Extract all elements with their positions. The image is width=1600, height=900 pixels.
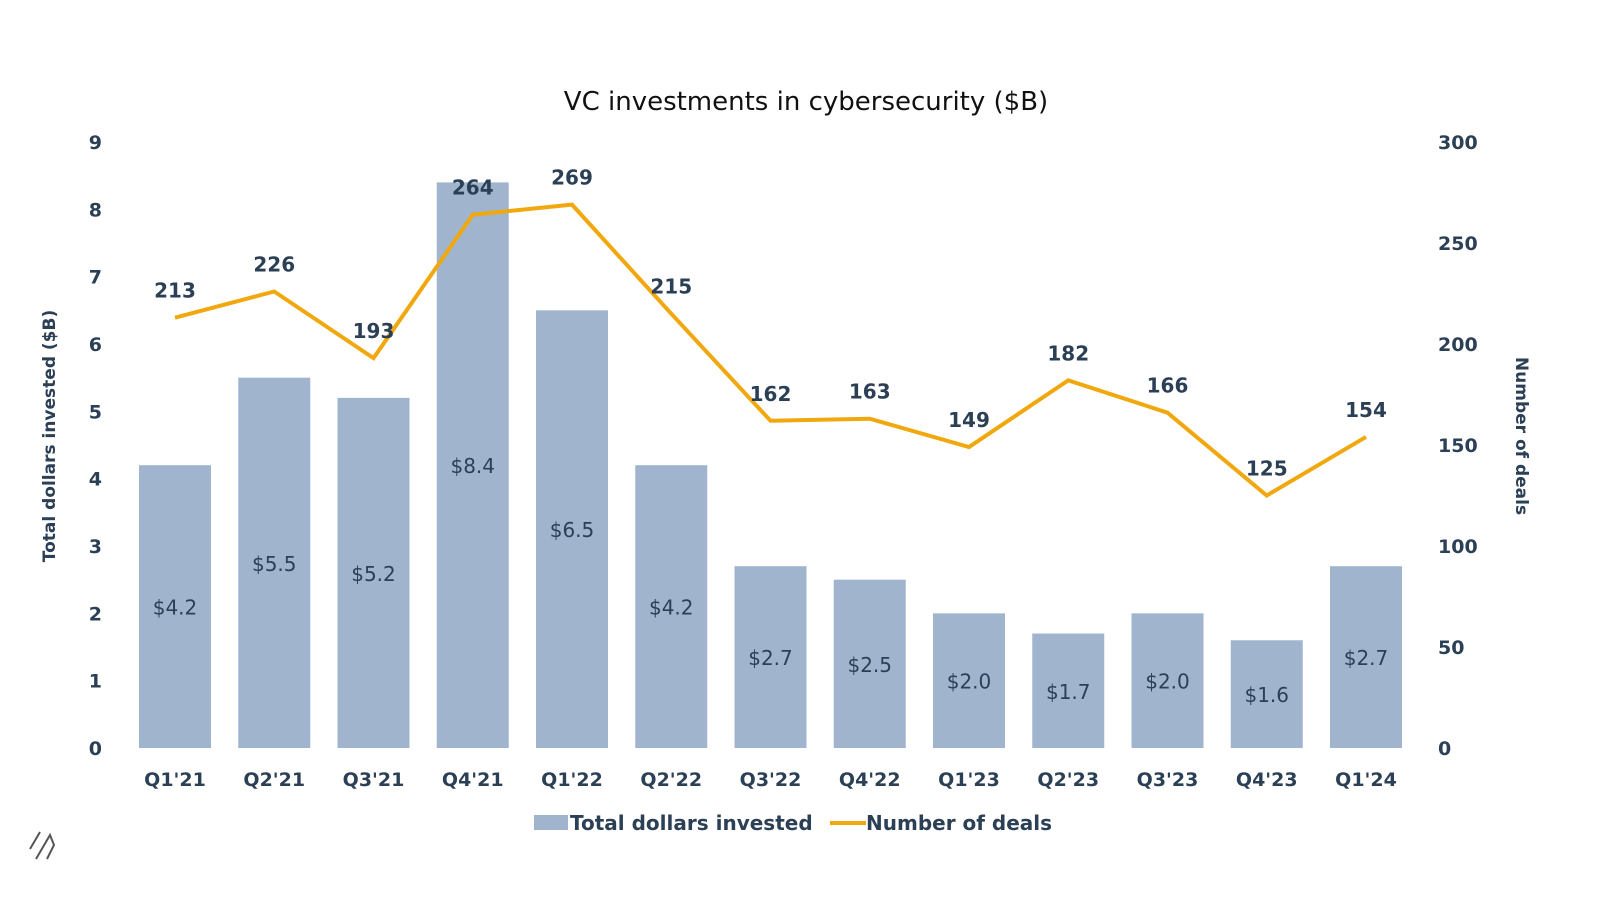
x-tick-label: Q3'22 xyxy=(740,769,802,791)
line-label: 193 xyxy=(353,319,395,343)
line-label: 166 xyxy=(1147,374,1189,398)
y-tick-left: 3 xyxy=(89,536,102,558)
bar xyxy=(1230,640,1303,748)
bar-label: $2.7 xyxy=(1344,646,1389,670)
logo xyxy=(29,831,56,860)
y-tick-left: 5 xyxy=(89,401,102,423)
bar-label: $1.6 xyxy=(1244,683,1289,707)
legend-swatch-bar xyxy=(534,815,568,830)
line-label: 213 xyxy=(154,279,196,303)
x-tick-label: Q4'23 xyxy=(1236,769,1298,791)
y-tick-right: 50 xyxy=(1438,637,1464,659)
bar xyxy=(139,465,211,748)
y-axis-left-label: Total dollars invested ($B) xyxy=(40,310,60,563)
deals-line xyxy=(174,202,1368,498)
x-tick-label: Q4'22 xyxy=(839,769,901,791)
x-tick-label: Q1'24 xyxy=(1335,769,1397,791)
x-tick-label: Q3'23 xyxy=(1137,769,1199,791)
bar-label: $5.2 xyxy=(351,562,396,586)
bar xyxy=(436,182,509,748)
bar xyxy=(734,566,807,748)
line-label: 163 xyxy=(849,380,891,404)
y-tick-left: 9 xyxy=(89,132,102,154)
legend-label-bar: Total dollars invested xyxy=(570,811,813,835)
y-tick-right: 150 xyxy=(1438,435,1478,457)
bar-label: $8.4 xyxy=(450,454,495,478)
y-tick-right: 300 xyxy=(1438,132,1478,154)
x-tick-label: Q1'21 xyxy=(144,769,206,791)
bar-label: $1.7 xyxy=(1046,680,1091,704)
line-label: 162 xyxy=(750,382,792,406)
bar-label: $2.5 xyxy=(847,653,892,677)
line-label: 154 xyxy=(1345,398,1387,422)
y-tick-left: 2 xyxy=(89,603,102,625)
line-label: 149 xyxy=(948,408,990,432)
bar xyxy=(337,397,410,748)
y-axis-right-label: Number of deals xyxy=(1511,357,1531,515)
line-label: 182 xyxy=(1047,341,1089,365)
legend: Total dollars invested Number of deals xyxy=(534,811,1052,835)
bar-label: $6.5 xyxy=(550,518,595,542)
y-tick-right: 100 xyxy=(1438,536,1478,558)
x-tick-label: Q3'21 xyxy=(343,769,405,791)
x-tick-label: Q1'22 xyxy=(541,769,603,791)
line-label: 264 xyxy=(452,176,494,200)
y-tick-left: 7 xyxy=(89,267,102,289)
line-label: 215 xyxy=(650,275,692,299)
bar xyxy=(1330,566,1402,748)
legend-label-line: Number of deals xyxy=(866,811,1052,835)
line-label: 226 xyxy=(253,252,295,276)
y-tick-right: 0 xyxy=(1438,738,1451,760)
bar xyxy=(238,377,311,748)
x-tick-label: Q2'23 xyxy=(1037,769,1099,791)
x-tick-label: Q2'21 xyxy=(243,769,305,791)
bar xyxy=(1032,633,1105,748)
y-tick-left: 8 xyxy=(89,199,102,221)
x-tick-label: Q4'21 xyxy=(442,769,504,791)
x-tick-label: Q2'22 xyxy=(640,769,702,791)
y-tick-left: 4 xyxy=(89,469,102,491)
bar xyxy=(536,310,608,748)
bar-label: $2.0 xyxy=(947,670,992,694)
x-tick-label: Q1'23 xyxy=(938,769,1000,791)
bar-label: $2.7 xyxy=(748,646,793,670)
bar xyxy=(1131,613,1204,748)
line-label: 269 xyxy=(551,166,593,190)
y-tick-left: 1 xyxy=(89,671,102,693)
y-tick-left: 0 xyxy=(89,738,102,760)
bar-label: $4.2 xyxy=(153,596,198,620)
bar-label: $4.2 xyxy=(649,596,694,620)
y-tick-right: 250 xyxy=(1438,233,1478,255)
bar xyxy=(833,579,906,748)
bar-label: $5.5 xyxy=(252,552,297,576)
bar xyxy=(933,613,1005,748)
y-tick-left: 6 xyxy=(89,334,102,356)
bar xyxy=(635,465,708,748)
line-label: 125 xyxy=(1246,457,1288,481)
chart-title: VC investments in cybersecurity ($B) xyxy=(564,87,1048,117)
y-tick-right: 200 xyxy=(1438,334,1478,356)
bar-label: $2.0 xyxy=(1145,670,1190,694)
